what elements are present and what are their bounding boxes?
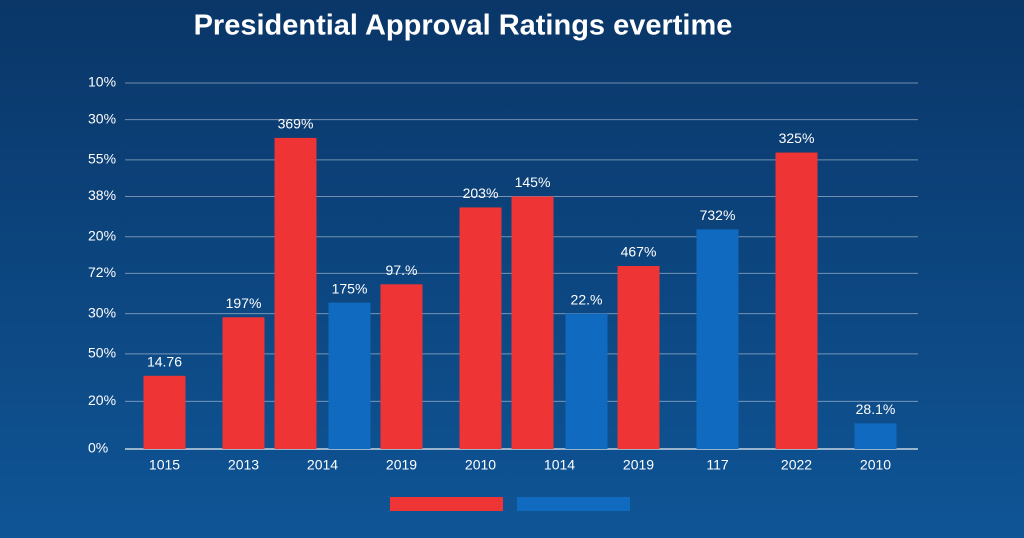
- x-tick-label: 2019: [386, 457, 417, 473]
- value-label: 22.%: [571, 291, 603, 307]
- bar: [854, 423, 897, 449]
- value-label: 28.1%: [856, 401, 896, 417]
- x-tick-label: 2019: [623, 457, 654, 473]
- legend-swatch: [390, 497, 503, 511]
- x-tick-label: 2022: [781, 457, 812, 473]
- bar: [565, 313, 608, 449]
- y-tick-label: 55%: [88, 151, 116, 167]
- x-tick-label: 2010: [465, 457, 496, 473]
- bar: [617, 266, 660, 449]
- value-label: 467%: [621, 244, 657, 260]
- y-tick-label: 10%: [88, 74, 116, 90]
- legend-swatch: [517, 497, 630, 511]
- bar: [696, 229, 739, 449]
- value-label: 369%: [278, 116, 314, 132]
- bar: [511, 196, 554, 449]
- value-label: 325%: [779, 130, 815, 146]
- bar: [459, 207, 502, 449]
- value-label: 97.%: [386, 262, 418, 278]
- y-tick-label: 50%: [88, 345, 116, 361]
- bar: [143, 375, 186, 449]
- x-tick-label: 117: [706, 457, 729, 473]
- y-tick-label: 20%: [88, 392, 116, 408]
- value-label: 197%: [226, 295, 262, 311]
- bar: [328, 302, 371, 449]
- x-tick-label: 1014: [544, 457, 575, 473]
- x-tick-label: 2013: [228, 457, 259, 473]
- value-label: 175%: [332, 280, 368, 296]
- value-label: 14.76: [147, 354, 182, 370]
- y-tick-label: 20%: [88, 227, 116, 243]
- y-tick-label: 38%: [88, 187, 116, 203]
- x-tick-label: 2014: [307, 457, 338, 473]
- y-tick-label: 30%: [88, 110, 116, 126]
- y-tick-label: 0%: [88, 440, 108, 456]
- y-tick-label: 72%: [88, 264, 116, 280]
- value-label: 732%: [700, 207, 736, 223]
- bar: [380, 284, 423, 449]
- x-tick-label: 2010: [860, 457, 891, 473]
- x-tick-label: 1015: [149, 457, 180, 473]
- bar: [274, 137, 317, 449]
- chart-title: Presidential Approval Ratings evertime: [194, 10, 733, 42]
- bar: [222, 317, 265, 449]
- value-label: 145%: [515, 174, 551, 190]
- y-tick-label: 30%: [88, 304, 116, 320]
- value-label: 203%: [463, 185, 499, 201]
- bar: [775, 152, 818, 450]
